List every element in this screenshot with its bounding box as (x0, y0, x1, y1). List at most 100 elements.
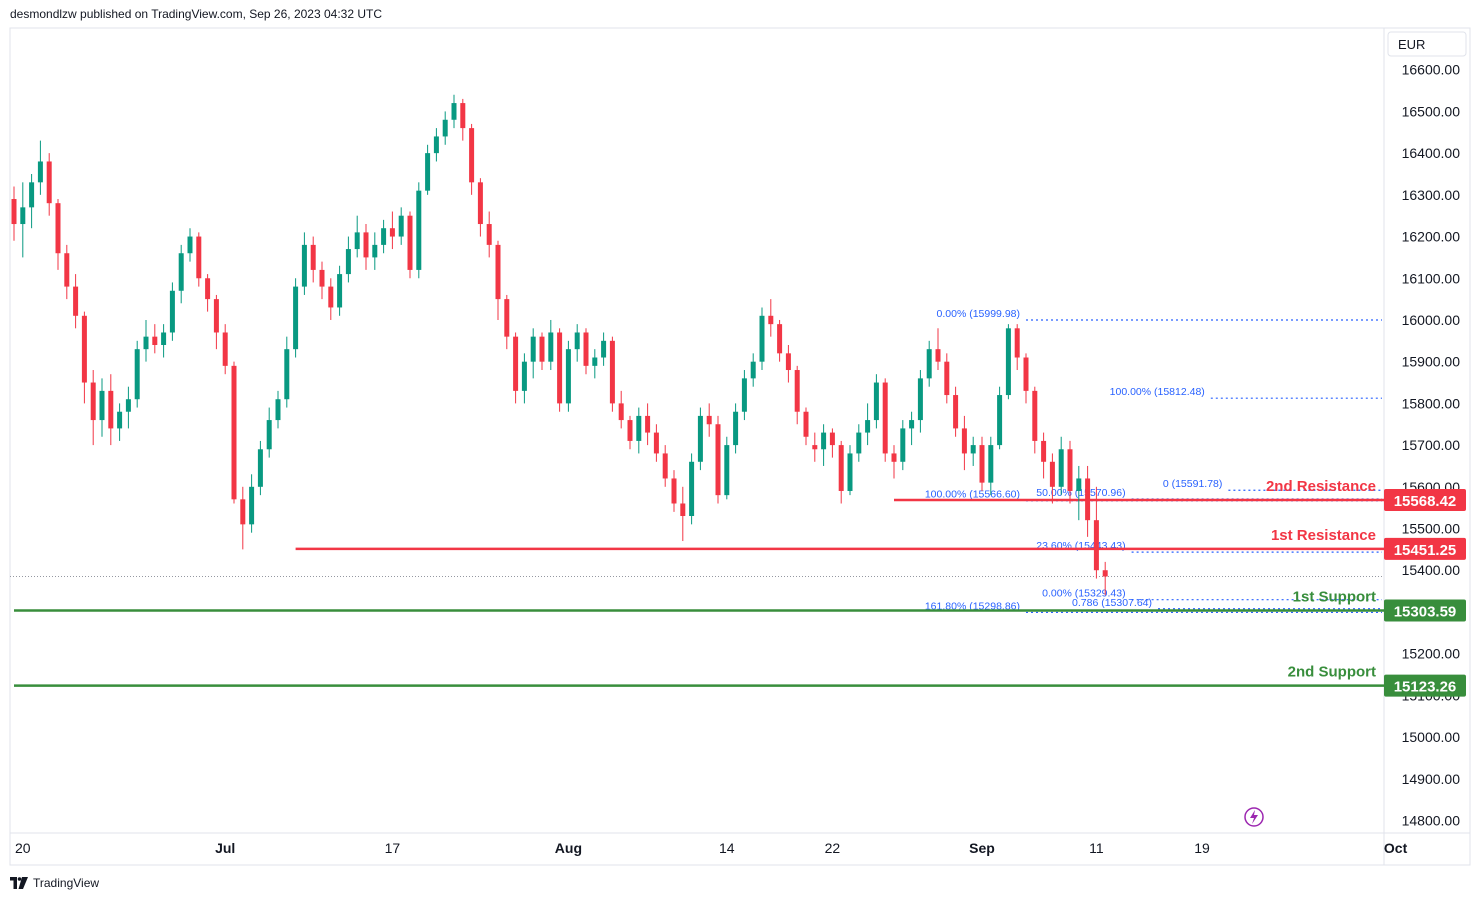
candle-body (750, 361, 756, 379)
price-badges: 15568.42 15451.25 15303.59 15123.26 (1384, 488, 1466, 697)
candle-body (689, 461, 695, 517)
candle-body (337, 274, 343, 308)
candle-body (99, 390, 105, 421)
candle-body (407, 215, 413, 270)
footer-brand: TradingView (33, 876, 100, 890)
candle-body (433, 136, 439, 154)
price-tick-label: 15000.00 (1402, 729, 1461, 745)
price-badge-label: 15123.26 (1394, 679, 1457, 696)
candle-body (20, 207, 26, 225)
candle-body (169, 290, 175, 333)
candle-body (117, 411, 123, 429)
candle-body (592, 357, 598, 366)
candle-body (152, 336, 158, 345)
candle-body (794, 370, 800, 412)
time-tick-label: 14 (719, 840, 735, 856)
candle-body (565, 349, 571, 404)
candle-body (196, 236, 202, 279)
candle-body (1085, 478, 1091, 521)
price-tick-label: 14900.00 (1402, 771, 1461, 787)
candle-body (460, 103, 466, 129)
candle-body (240, 499, 246, 525)
fib-level-label: 100.00% (15566.60) (925, 489, 1020, 501)
candle-body (363, 232, 369, 258)
candle-body (873, 382, 879, 421)
candle-body (143, 336, 149, 350)
candle-body (1005, 328, 1011, 396)
candle-body (521, 361, 527, 391)
price-tick-label: 14800.00 (1402, 812, 1461, 828)
candle-body (11, 199, 17, 225)
candle-body (627, 420, 633, 441)
candle-body (803, 411, 809, 437)
candle-body (557, 332, 563, 404)
fib-level-label: 50.00% (15570.96) (1036, 487, 1125, 499)
candle-body (680, 503, 686, 517)
price-badge-label: 15568.42 (1394, 493, 1457, 510)
candle-body (548, 332, 554, 362)
candle-body (275, 399, 281, 421)
candle-body (768, 315, 774, 325)
candle-body (953, 395, 959, 429)
price-tick-label: 15400.00 (1402, 562, 1461, 578)
candle-body (574, 332, 580, 350)
candle-body (372, 244, 378, 258)
price-tick-label: 15200.00 (1402, 646, 1461, 662)
candle-body (697, 415, 703, 462)
price-tick-label: 16400.00 (1402, 145, 1461, 161)
candle-body (829, 432, 835, 446)
candle-body (266, 420, 272, 450)
candle-body (231, 365, 237, 500)
candle-body (988, 445, 994, 483)
price-tick-label: 15700.00 (1402, 437, 1461, 453)
candle-body (354, 232, 360, 250)
price-badge (1384, 674, 1466, 697)
candle-body (486, 224, 492, 245)
candle-body (310, 244, 316, 270)
candle-body (926, 349, 932, 379)
candle-body (530, 336, 536, 362)
candle-body (178, 253, 184, 291)
candle-body (398, 215, 404, 237)
candle-body (213, 299, 219, 333)
candle-body (1076, 478, 1082, 491)
fib-level-label: 100.00% (15812.48) (1110, 386, 1205, 398)
time-tick-label: Jul (215, 840, 235, 856)
candle-body (645, 415, 651, 433)
candle-body (187, 236, 193, 254)
currency-selector[interactable] (1387, 31, 1467, 57)
price-tick-label: 16000.00 (1402, 312, 1461, 328)
lightning-icon[interactable] (1244, 807, 1264, 827)
candle-body (55, 203, 61, 254)
time-tick-label: 20 (15, 840, 31, 856)
time-tick-label: Aug (555, 840, 582, 856)
price-tick-label: 16600.00 (1402, 62, 1461, 78)
candle-body (389, 228, 395, 237)
candle-body (495, 244, 501, 300)
candle-body (469, 128, 475, 183)
candle-body (73, 286, 79, 316)
candle-body (46, 161, 52, 204)
candle-body (662, 453, 668, 479)
candle-body (944, 361, 950, 396)
candle-body (90, 382, 96, 421)
candle-body (37, 161, 43, 183)
time-tick-label: 17 (385, 840, 401, 856)
support-name-label: 2nd Support (1288, 664, 1376, 681)
candle-body (909, 420, 915, 429)
candle-body (865, 420, 871, 433)
candle-body (134, 349, 140, 400)
candle-body (777, 324, 783, 354)
candle-body (1032, 390, 1038, 441)
candle-body (1067, 449, 1073, 491)
candle-body (293, 286, 299, 350)
candle-body (671, 478, 677, 504)
candle-body (1058, 449, 1064, 487)
resistance-name-label: 1st Resistance (1271, 527, 1376, 544)
candle-body (838, 445, 844, 491)
time-tick-label: Oct (1384, 840, 1408, 856)
fib-level-label: 0 (15591.78) (1163, 478, 1223, 490)
support-resistance-levels: 2nd Resistance 1st Resistance 1st Support 2… (14, 478, 1384, 687)
price-tick-label: 15900.00 (1402, 354, 1461, 370)
